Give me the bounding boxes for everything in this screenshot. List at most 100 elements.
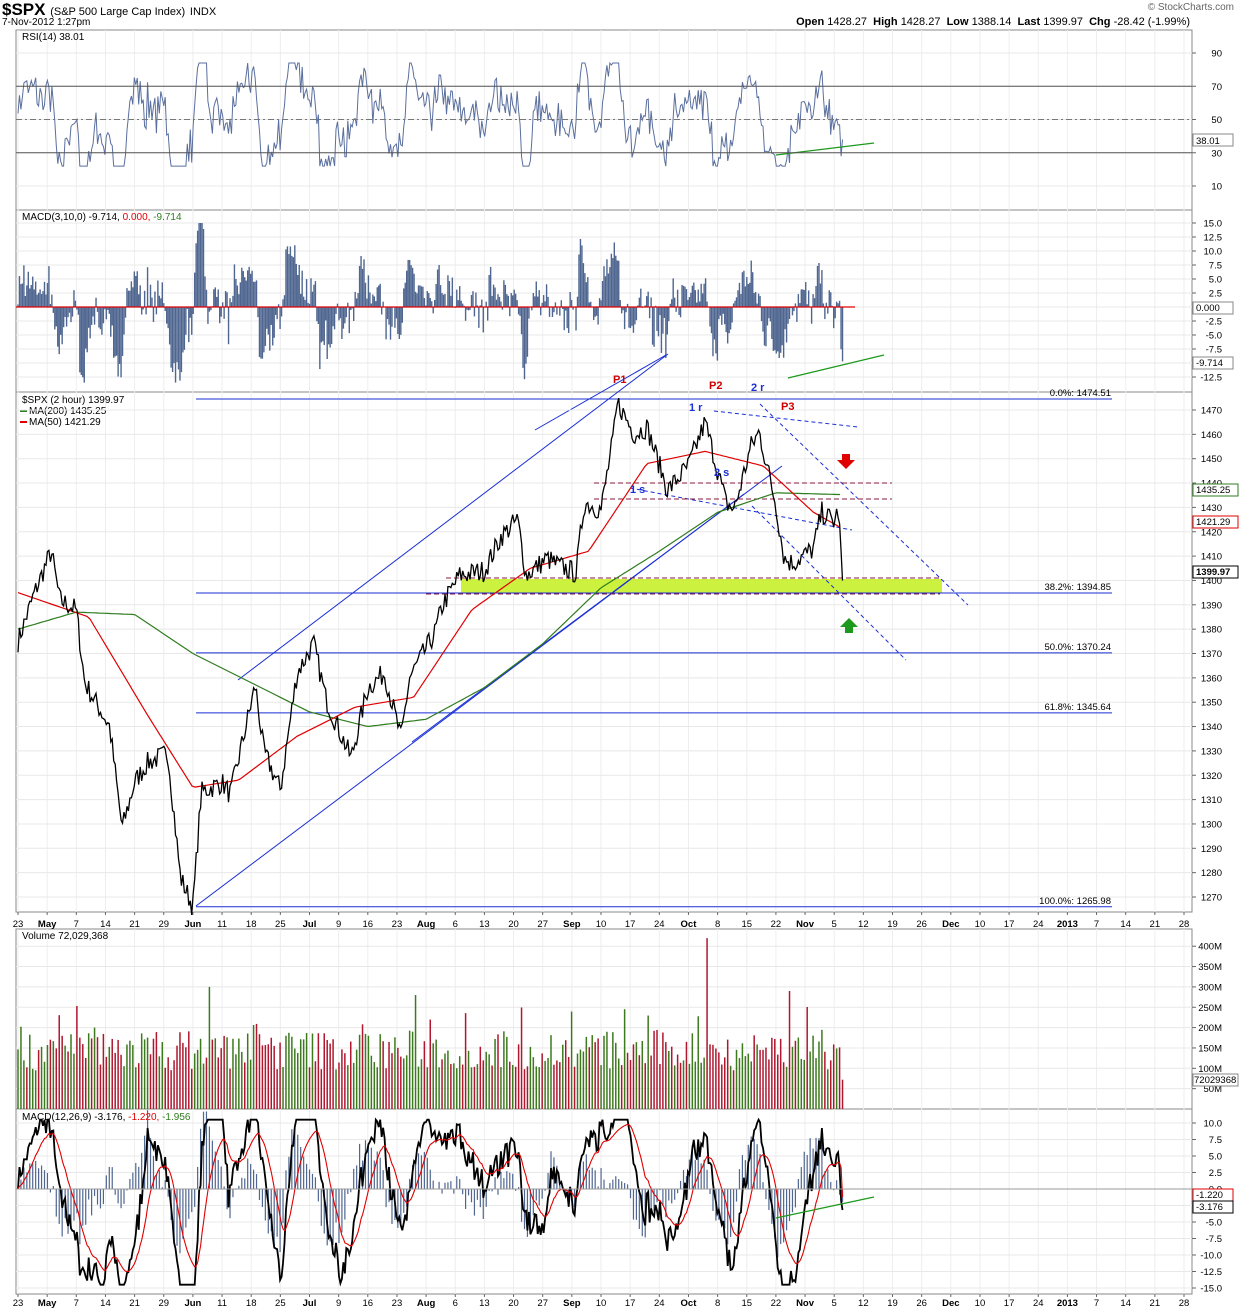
macd-bottom-tag1-text: -1.220 [1196, 1190, 1223, 1201]
x-tick-label: 23 [13, 1298, 24, 1309]
x-tick-label: 10 [975, 1298, 986, 1309]
annotation-2s: 2 s [714, 467, 729, 479]
x-tick-label: Dec [942, 919, 959, 930]
ma50-value-tag [1192, 515, 1239, 529]
y-tick-label: 200M [1198, 1023, 1222, 1034]
last-label: Last [1017, 16, 1041, 28]
support-zone [461, 579, 942, 593]
y-tick-label: 5.0 [1209, 1152, 1222, 1163]
macd-top-label-end: -9.714 [153, 212, 182, 223]
price-line [17, 397, 844, 915]
y-tick-label: 1320 [1201, 771, 1222, 782]
down-channel-lower [751, 505, 907, 661]
exchange: INDX [189, 6, 217, 18]
y-tick-label: -15.0 [1200, 1284, 1222, 1295]
x-tick-label: Oct [681, 1298, 698, 1309]
y-tick-label: 1450 [1201, 454, 1222, 465]
x-tick-label: 21 [1150, 1298, 1161, 1309]
macd-top-zero-tag [1192, 301, 1234, 315]
chart-datetime: 7-Nov-2012 1:27pm [2, 17, 91, 28]
x-tick-label: Oct [681, 919, 698, 930]
x-tick-label: 8 [715, 919, 720, 930]
x-tick-label: 28 [1179, 1298, 1190, 1309]
x-tick-label: 12 [858, 919, 869, 930]
x-tick-label: 21 [129, 919, 140, 930]
y-tick-label: 250M [1198, 1003, 1222, 1014]
annotation-1s: 1 s [630, 484, 645, 496]
last-price-tag-text: 1399.97 [1196, 567, 1230, 578]
y-tick-label: -12.5 [1200, 373, 1222, 384]
ma200-label: MA(200) 1435.25 [29, 406, 107, 417]
x-tick-label: 7 [1094, 1298, 1099, 1309]
price-y-ticks: 1470146014501440143014201410140013901380… [16, 406, 1222, 904]
high-label: High [873, 16, 898, 28]
x-tick-label: 17 [625, 1298, 636, 1309]
x-tick-label: 9 [336, 1298, 341, 1309]
y-tick-label: -7.5 [1206, 345, 1222, 356]
y-tick-label: 1290 [1201, 844, 1222, 855]
resistance-dashed [713, 410, 859, 428]
down-arrow-icon [837, 454, 855, 469]
ma200-value-tag-text: 1435.25 [1196, 485, 1230, 496]
annotation-2r: 2 r [751, 382, 765, 394]
fibonacci-levels: 0.0%: 1474.51 38.2%: 1394.85 50.0%: 1370.2… [196, 388, 1112, 908]
macd-top-label-main: MACD(3,10,0) -9.714, [22, 212, 120, 223]
volume-label: Volume 72,029,368 [22, 931, 109, 942]
macd-top-histogram [17, 223, 844, 383]
y-tick-label: 1390 [1201, 600, 1222, 611]
x-tick-label: 14 [100, 919, 111, 930]
macd-bottom-tag2-text: -3.176 [1196, 1202, 1223, 1213]
x-tick-label: Jun [184, 919, 201, 930]
x-tick-label: 25 [275, 1298, 286, 1309]
price-panel: $SPX (2 hour) 1399.97 MA(200) 1435.25 MA… [16, 353, 1239, 915]
low-label: Low [946, 16, 969, 28]
macd-channel-ext [534, 354, 667, 431]
y-tick-label: 1370 [1201, 649, 1222, 660]
x-tick-label: 5 [832, 919, 837, 930]
x-tick-label: 24 [654, 1298, 665, 1309]
x-tick-label: 15 [741, 1298, 752, 1309]
x-tick-label: Sep [563, 1298, 581, 1309]
y-tick-label: 1330 [1201, 746, 1222, 757]
x-tick-label: 23 [392, 919, 403, 930]
macd-top-zero-tag-text: 0.000 [1196, 303, 1220, 314]
macd-bottom-panel: MACD(12,26,9) -3.176, -1.220, -1.956 10.… [16, 1110, 1234, 1295]
x-tick-label: 6 [453, 919, 458, 930]
y-tick-label: 300M [1198, 982, 1222, 993]
ma50-label: MA(50) 1421.29 [29, 417, 101, 428]
x-tick-label: 24 [654, 919, 665, 930]
fib-label: 61.8%: 1345.64 [1044, 702, 1111, 713]
x-axis-top: 23 May 7 14 21 29 Jun 11 18 25 Jul 9 16 23 Aug 6 13 20 27 S… [13, 912, 1189, 930]
annotation-p3: P3 [781, 401, 794, 413]
symbol-name: (S&P 500 Large Cap Index) [50, 6, 186, 18]
macd-bottom-label-end: -1.956 [162, 1112, 191, 1123]
channel-upper-line [237, 353, 669, 681]
y-tick-label: 1360 [1201, 673, 1222, 684]
symbol-title: $SPX (S&P 500 Large Cap Index) INDX [2, 0, 216, 20]
x-tick-label: Nov [796, 919, 815, 930]
y-tick-label: 1340 [1201, 722, 1222, 733]
x-tick-label: 22 [771, 1298, 782, 1309]
last-price-tag [1192, 565, 1239, 579]
x-tick-label: Nov [796, 1298, 815, 1309]
x-tick-label: Sep [563, 919, 581, 930]
y-tick-label: 350M [1198, 962, 1222, 973]
x-tick-label: 24 [1033, 1298, 1044, 1309]
y-tick-label: 90 [1211, 49, 1222, 60]
y-tick-label: 10 [1211, 182, 1222, 193]
y-tick-label: 30 [1211, 148, 1222, 159]
macd-top-panel: MACD(3,10,0) -9.714, 0.000, -9.714 15.0 1… [16, 212, 1234, 431]
x-tick-label: 14 [1120, 1298, 1131, 1309]
x-tick-label: 7 [1094, 919, 1099, 930]
y-tick-label: 7.5 [1209, 261, 1222, 272]
y-tick-label: -10.0 [1200, 1251, 1222, 1262]
macd-bottom-label-main: MACD(12,26,9) -3.176, [22, 1112, 125, 1123]
volume-value-tag [1192, 1073, 1239, 1087]
x-tick-label: 20 [508, 919, 519, 930]
y-tick-label: 7.5 [1209, 1135, 1222, 1146]
macd-bottom-tag2 [1192, 1200, 1234, 1214]
annotation-p1: P1 [613, 374, 626, 386]
y-tick-label: 1420 [1201, 527, 1222, 538]
ma200-line [17, 492, 840, 728]
x-tick-label: 14 [1120, 919, 1131, 930]
